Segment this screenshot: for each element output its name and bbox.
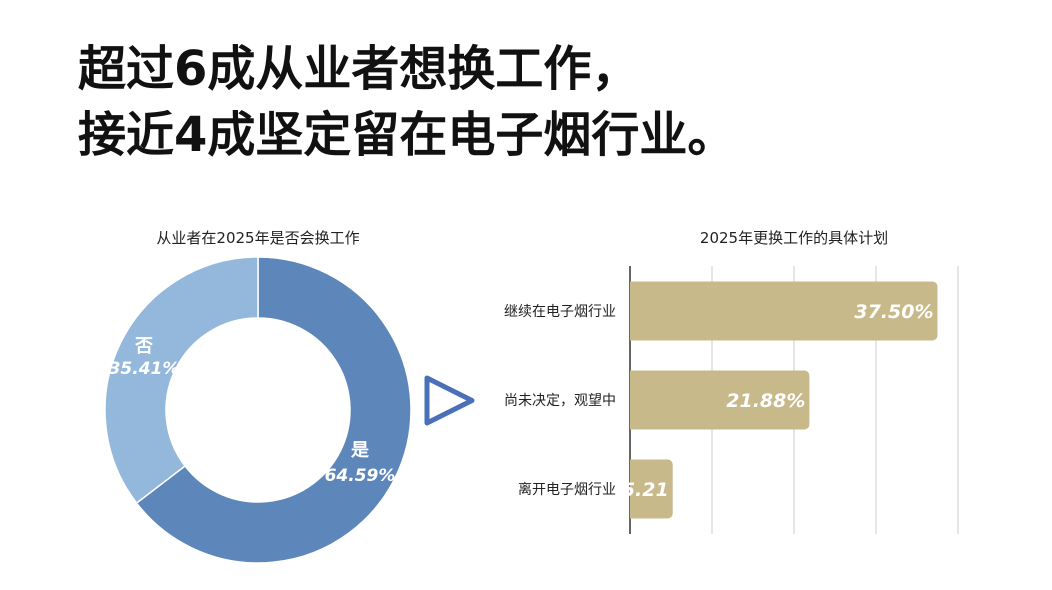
- donut-slice-value-label: 35.41%: [109, 359, 180, 379]
- play-triangle-icon: [424, 375, 475, 426]
- bar: [630, 370, 810, 430]
- bar-chart: 继续在电子烟行业 37.50% 尚未决定，观望中 21.88% 离开电子烟行业 5.21: [504, 266, 959, 534]
- donut-slice-yes: [135, 256, 412, 564]
- bar-base: [630, 459, 636, 519]
- category-label: 尚未决定，观望中: [504, 393, 616, 409]
- donut-slice-no: [104, 256, 259, 505]
- bar: [630, 281, 938, 341]
- bar-chart-title: 2025年更换工作的具体计划: [700, 229, 888, 247]
- headline-line-1: 超过6成从业者想换工作，: [78, 41, 640, 97]
- bar-value-label: 21.88%: [726, 390, 805, 412]
- headline-line-2: 接近4成坚定留在电子烟行业。: [78, 107, 736, 163]
- category-label: 继续在电子烟行业: [504, 303, 616, 320]
- donut-slice-label: 是: [350, 440, 369, 461]
- bar-value-label: 5.21: [622, 479, 669, 501]
- donut-slice-value-label: 64.59%: [325, 466, 396, 486]
- bar-value-label: 37.50%: [854, 301, 933, 323]
- bar: [630, 459, 673, 519]
- donut-chart: 是 64.59% 否35.41%: [104, 256, 412, 564]
- bar-base: [630, 281, 636, 341]
- category-label: 离开电子烟行业: [518, 481, 616, 498]
- headline: 超过6成从业者想换工作， 接近4成坚定留在电子烟行业。: [78, 36, 735, 168]
- bar-base: [630, 370, 636, 430]
- donut-slice-label: 否: [134, 336, 153, 357]
- donut-chart-title: 从业者在2025年是否会换工作: [156, 229, 359, 247]
